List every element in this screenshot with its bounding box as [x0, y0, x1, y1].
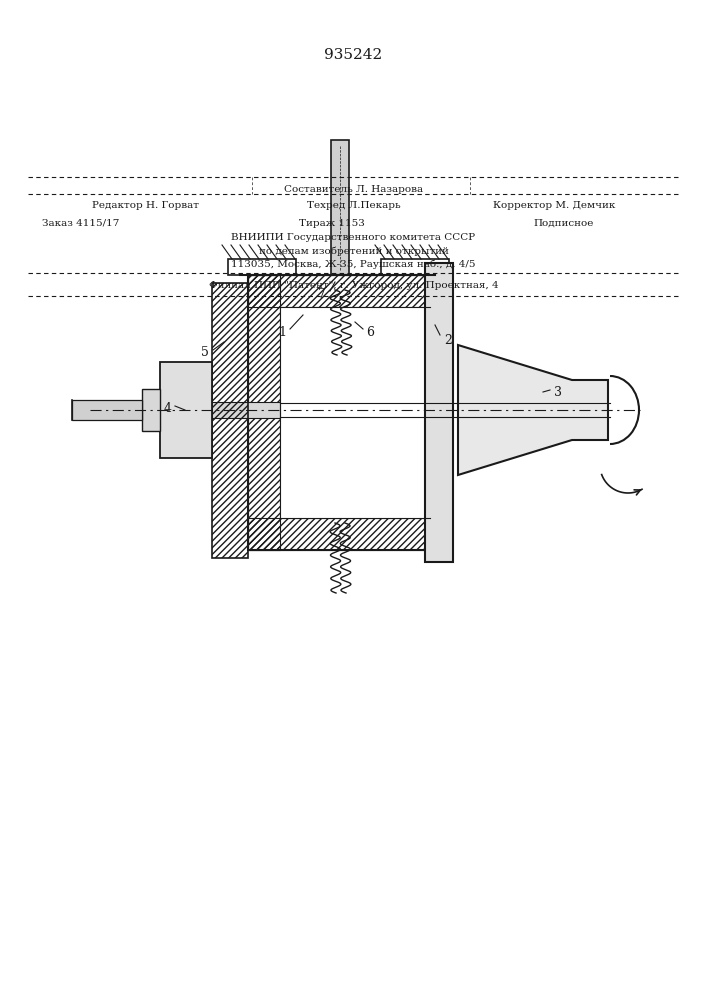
Polygon shape — [305, 275, 338, 315]
Text: Подписное: Подписное — [534, 219, 594, 228]
Text: 113035, Москва, Ж-35, Раушская наб., д. 4/5: 113035, Москва, Ж-35, Раушская наб., д. … — [231, 259, 476, 269]
Bar — [160, 362, 212, 458]
Polygon shape — [342, 275, 378, 315]
Bar — [248, 275, 280, 550]
Bar — [331, 140, 349, 275]
Bar — [425, 263, 453, 562]
Bar — [72, 400, 142, 420]
Bar — [248, 275, 430, 307]
Bar — [381, 259, 449, 275]
Text: Техред Л.Пекарь: Техред Л.Пекарь — [307, 200, 400, 210]
Bar — [228, 259, 296, 275]
Text: Тираж 1153: Тираж 1153 — [299, 219, 366, 228]
Text: ВНИИПИ Государственного комитета СССР: ВНИИПИ Государственного комитета СССР — [231, 233, 476, 242]
Text: 935242: 935242 — [324, 48, 382, 62]
Text: 5: 5 — [201, 346, 209, 359]
Text: Филиал ППП "Патент", г. Ужгород, ул. Проектная, 4: Филиал ППП "Патент", г. Ужгород, ул. Про… — [209, 282, 498, 290]
Bar — [142, 389, 160, 431]
Bar — [280, 307, 430, 518]
Bar — [248, 518, 430, 550]
Text: Составитель Л. Назарова: Составитель Л. Назарова — [284, 186, 423, 194]
Bar — [212, 283, 248, 558]
Bar — [120, 402, 280, 418]
Bar — [248, 275, 430, 550]
Text: 2: 2 — [444, 334, 452, 347]
Text: Редактор Н. Горват: Редактор Н. Горват — [92, 200, 199, 210]
Text: 6: 6 — [366, 326, 374, 338]
Text: по делам изобретений и открытий: по делам изобретений и открытий — [259, 246, 448, 256]
Polygon shape — [458, 345, 608, 475]
Text: 3: 3 — [554, 385, 562, 398]
Text: 4: 4 — [164, 401, 172, 414]
Text: 1: 1 — [278, 326, 286, 338]
Text: Корректор М. Демчик: Корректор М. Демчик — [493, 200, 615, 210]
Text: 7: 7 — [318, 288, 326, 300]
Text: Заказ 4115/17: Заказ 4115/17 — [42, 219, 119, 228]
